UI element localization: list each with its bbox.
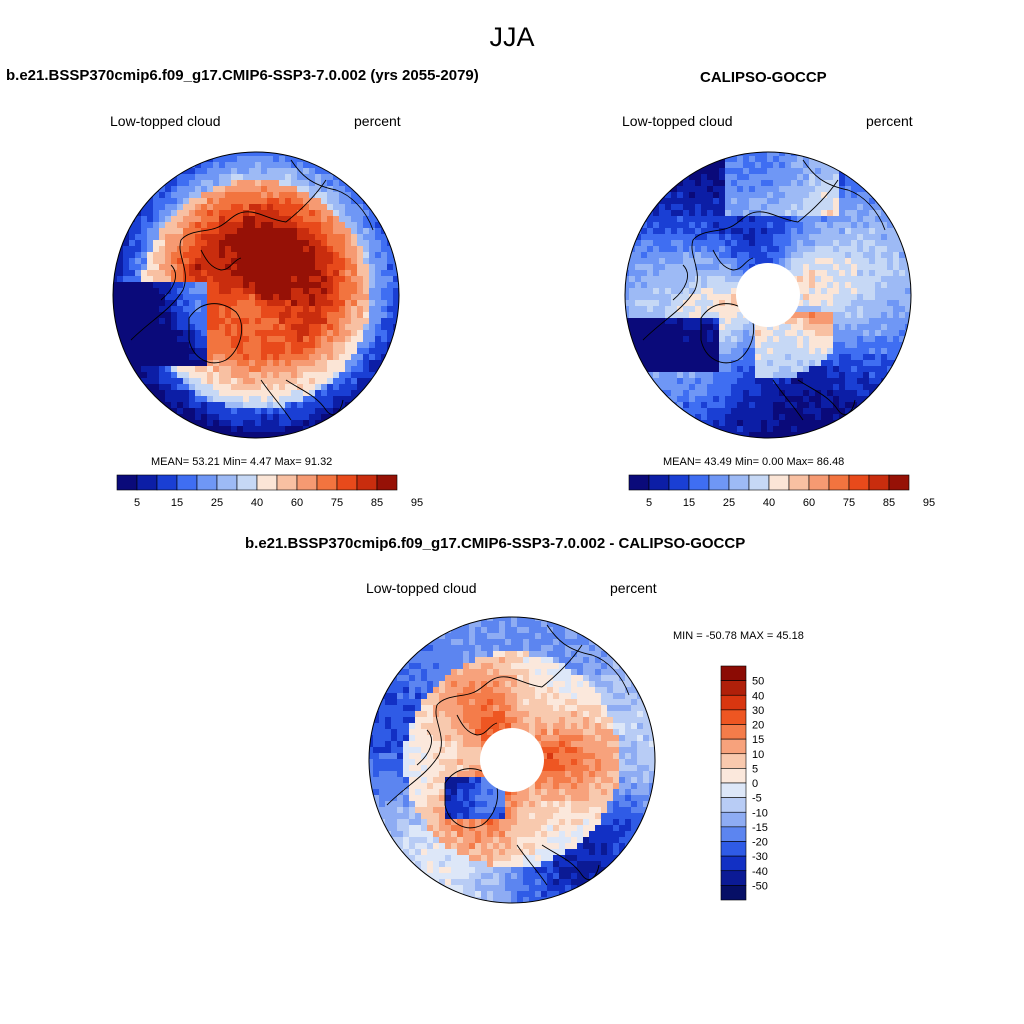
colorbar-tick-label: -40 xyxy=(752,866,768,878)
colorbar-swatch xyxy=(848,474,870,491)
colorbar-swatch xyxy=(708,474,730,491)
panel2-polar-map xyxy=(624,151,912,439)
colorbar-swatch xyxy=(356,474,378,491)
panel2-colorbar: 5 15 25 40 60 75 85 95 xyxy=(628,474,935,509)
colorbar-swatch xyxy=(720,855,747,872)
colorbar-swatch xyxy=(748,474,770,491)
panel1-stats: MEAN= 53.21 Min= 4.47 Max= 91.32 xyxy=(151,456,333,468)
colorbar-swatch xyxy=(336,474,358,491)
colorbar-swatch xyxy=(788,474,810,491)
colorbar-swatch xyxy=(668,474,690,491)
colorbar-swatch xyxy=(720,694,747,711)
colorbar-swatch xyxy=(868,474,890,491)
panel3-title: b.e21.BSSP370cmip6.f09_g17.CMIP6-SSP3-7.… xyxy=(245,535,746,552)
colorbar-swatch xyxy=(720,680,747,696)
colorbar-swatch xyxy=(720,665,747,681)
colorbar-tick-label: -15 xyxy=(752,822,768,834)
panel1-polar-map xyxy=(112,151,400,439)
colorbar-swatch xyxy=(720,768,747,784)
colorbar-tick-label: 20 xyxy=(752,720,764,732)
colorbar-tick-label: 50 xyxy=(752,676,764,688)
panel1-units-label: percent xyxy=(354,113,401,129)
polar-data-gap xyxy=(736,263,800,327)
colorbar-tick-label: 95 xyxy=(923,497,935,509)
panel3-polar-map xyxy=(368,616,656,904)
colorbar-tick-label: -50 xyxy=(752,880,768,892)
colorbar-swatch xyxy=(728,474,750,491)
colorbar-swatch xyxy=(648,474,670,491)
panel2-units-label: percent xyxy=(866,113,913,129)
colorbar-tick-label: 30 xyxy=(752,705,764,717)
colorbar-swatch xyxy=(720,738,747,755)
colorbar-swatch xyxy=(688,474,710,491)
colorbar-tick-label: 60 xyxy=(803,497,815,509)
colorbar-tick-label: 75 xyxy=(843,497,855,509)
colorbar-swatch xyxy=(116,474,138,491)
panel3-stats: MIN = -50.78 MAX = 45.18 xyxy=(673,630,804,642)
colorbar-swatch xyxy=(276,474,298,491)
colorbar-tick-label: 60 xyxy=(291,497,303,509)
colorbar-swatch xyxy=(376,474,398,491)
colorbar-swatch xyxy=(720,709,747,725)
coastline xyxy=(642,159,886,421)
colorbar-tick-label: 75 xyxy=(331,497,343,509)
panel1-title: b.e21.BSSP370cmip6.f09_g17.CMIP6-SSP3-7.… xyxy=(6,67,479,84)
colorbar-tick-label: 40 xyxy=(251,497,263,509)
figure-title: JJA xyxy=(489,22,535,52)
colorbar-swatch xyxy=(828,474,850,491)
colorbar-tick-label: -20 xyxy=(752,837,768,849)
colorbar-swatch xyxy=(316,474,338,491)
coastline xyxy=(130,159,374,421)
panel3-variable-label: Low-topped cloud xyxy=(366,580,477,596)
colorbar-tick-label: 95 xyxy=(411,497,423,509)
colorbar-tick-label: 25 xyxy=(723,497,735,509)
colorbar-swatch xyxy=(176,474,198,491)
panel2-variable-label: Low-topped cloud xyxy=(622,113,733,129)
panel1-colorbar: 5 15 25 40 60 75 85 95 xyxy=(116,474,423,509)
colorbar-tick-label: 5 xyxy=(646,497,652,509)
colorbar-tick-label: 15 xyxy=(683,497,695,509)
colorbar-swatch xyxy=(720,724,747,740)
colorbar-tick-label: 85 xyxy=(883,497,895,509)
colorbar-swatch xyxy=(720,782,747,798)
colorbar-tick-label: -10 xyxy=(752,807,768,819)
colorbar-tick-label: -5 xyxy=(752,793,762,805)
colorbar-tick-label: 40 xyxy=(763,497,775,509)
colorbar-swatch xyxy=(888,474,910,491)
colorbar-swatch xyxy=(720,797,747,813)
panel2-stats: MEAN= 43.49 Min= 0.00 Max= 86.48 xyxy=(663,456,845,468)
colorbar-swatch xyxy=(720,841,747,857)
colorbar-tick-label: 15 xyxy=(752,734,764,746)
colorbar-tick-label: 5 xyxy=(134,497,140,509)
colorbar-swatch xyxy=(720,811,747,828)
colorbar-tick-label: 25 xyxy=(211,497,223,509)
colorbar-swatch xyxy=(196,474,218,491)
colorbar-tick-label: 0 xyxy=(752,778,758,790)
panel1-variable-label: Low-topped cloud xyxy=(110,113,221,129)
colorbar-swatch xyxy=(256,474,278,491)
colorbar-swatch xyxy=(136,474,158,491)
colorbar-swatch xyxy=(720,870,747,886)
colorbar-swatch xyxy=(216,474,238,491)
colorbar-tick-label: 85 xyxy=(371,497,383,509)
panel2-title: CALIPSO-GOCCP xyxy=(700,69,827,86)
colorbar-tick-label: -30 xyxy=(752,851,768,863)
colorbar-swatch xyxy=(156,474,178,491)
colorbar-tick-label: 5 xyxy=(752,763,758,775)
colorbar-swatch xyxy=(808,474,830,491)
colorbar-swatch xyxy=(296,474,318,491)
colorbar-tick-label: 15 xyxy=(171,497,183,509)
colorbar-swatch xyxy=(628,474,650,491)
colorbar-swatch xyxy=(720,885,747,901)
panel3-units-label: percent xyxy=(610,580,657,596)
colorbar-swatch xyxy=(768,474,790,491)
colorbar-tick-label: 40 xyxy=(752,690,764,702)
colorbar-swatch xyxy=(720,753,747,769)
colorbar-swatch xyxy=(720,826,747,842)
colorbar-tick-label: 10 xyxy=(752,749,764,761)
polar-data-gap xyxy=(480,728,544,792)
coastline xyxy=(386,624,630,886)
colorbar-swatch xyxy=(236,474,258,491)
